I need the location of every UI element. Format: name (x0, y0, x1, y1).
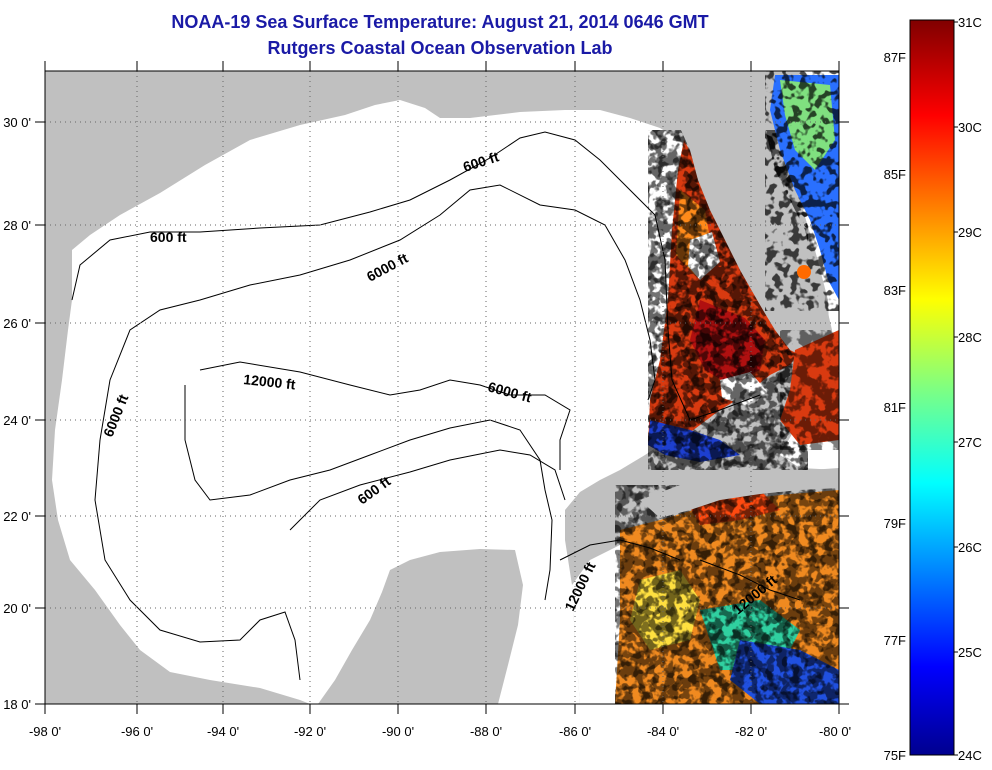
x-tick-label: -98 0' (29, 724, 61, 739)
contour-6000ft-north (99, 184, 656, 441)
colorbar-celsius-label: 27C (958, 435, 982, 450)
contour-6000ft-west (94, 439, 301, 681)
colorbar-fahrenheit-label: 87F (884, 50, 906, 65)
cuba-land (640, 470, 839, 518)
y-tick-label: 30 0' (3, 115, 31, 130)
x-tick-label: -96 0' (121, 724, 153, 739)
bathymetry-contours (71, 131, 801, 681)
x-tick-label: -92 0' (294, 724, 326, 739)
colorbar-fahrenheit-label: 79F (884, 516, 906, 531)
y-tick-label: 18 0' (3, 697, 31, 712)
sst-swath-south (615, 485, 839, 704)
y-tick-label: 22 0' (3, 509, 31, 524)
title-line-2: Rutgers Coastal Ocean Observation Lab (267, 38, 613, 58)
colorbar-fahrenheit-label: 83F (884, 283, 906, 298)
colorbar-fahrenheit-label: 81F (884, 400, 906, 415)
axis-ticks (35, 61, 849, 714)
contour-label: 12000 ft (243, 371, 297, 392)
contour-600ft (71, 131, 761, 421)
title-line-1: NOAA-19 Sea Surface Temperature: August … (171, 12, 709, 32)
x-tick-label: -84 0' (647, 724, 679, 739)
colorbar-celsius-label: 26C (958, 540, 982, 555)
x-tick-label: -94 0' (207, 724, 239, 739)
contour-caribbean (559, 539, 681, 561)
colorbar-celsius-label: 24C (958, 748, 982, 763)
contour-caribbean-2 (699, 559, 801, 601)
x-tick-label: -90 0' (382, 724, 414, 739)
colorbar-celsius-label: 25C (958, 645, 982, 660)
sst-swath-atlantic (765, 71, 839, 450)
x-tick-label: -82 0' (735, 724, 767, 739)
colorbar-fahrenheit-label: 75F (884, 748, 906, 763)
colorbar-celsius-label: 29C (958, 225, 982, 240)
yucatan (318, 549, 523, 704)
colorbar-celsius-label: 30C (958, 120, 982, 135)
colorbar-celsius-label: 31C (958, 15, 982, 30)
colorbar-fahrenheit-label: 77F (884, 633, 906, 648)
contour-12000ft (199, 361, 571, 470)
gulf-water (52, 100, 800, 704)
x-tick-label: -88 0' (470, 724, 502, 739)
contour-12000ft-loop (184, 385, 553, 601)
map-frame (44, 70, 840, 705)
colorbar-celsius-label: 28C (958, 330, 982, 345)
contour-label: 600 ft (150, 229, 187, 245)
y-tick-label: 28 0' (3, 218, 31, 233)
colorbar-fahrenheit-label: 85F (884, 167, 906, 182)
y-tick-label: 24 0' (3, 413, 31, 428)
x-tick-label: -80 0' (819, 724, 851, 739)
y-tick-label: 20 0' (3, 601, 31, 616)
colorbar (909, 19, 955, 756)
y-tick-label: 26 0' (3, 316, 31, 331)
colorbar-ticks (954, 21, 958, 756)
x-tick-label: -86 0' (559, 724, 591, 739)
grid-lines (45, 71, 839, 704)
contour-600ft-south (289, 449, 566, 531)
